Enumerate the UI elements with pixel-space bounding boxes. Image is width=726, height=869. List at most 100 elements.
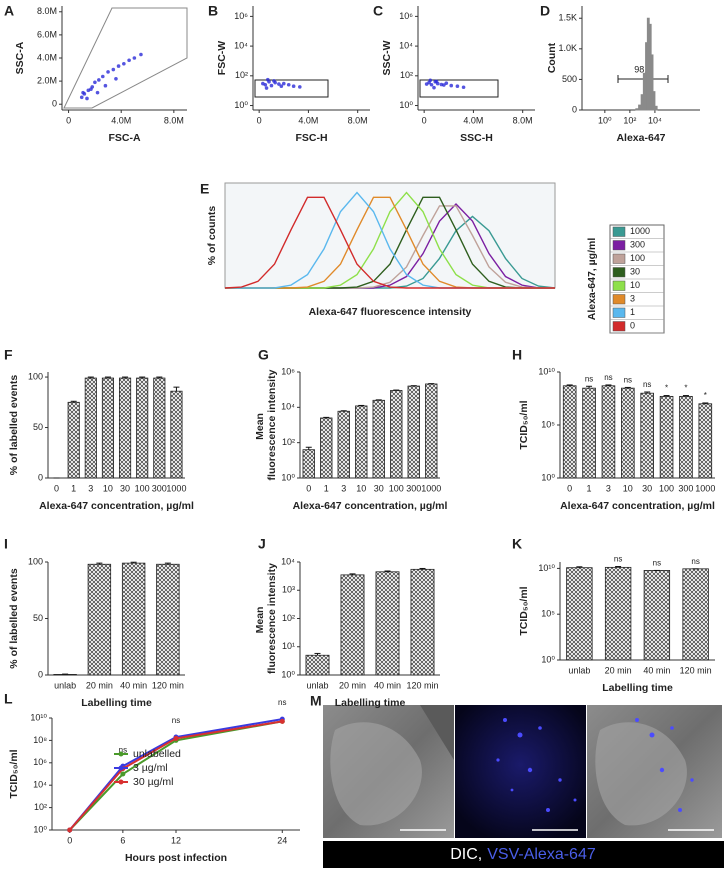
x-tick-label: 30 [642, 483, 652, 493]
bar [320, 417, 333, 479]
x-axis-label: Hours post infection [125, 852, 227, 864]
point [434, 79, 439, 84]
x-tick-label: unlab [54, 680, 76, 690]
x-tick-label: 10² [623, 115, 636, 125]
significance: ns [278, 698, 286, 707]
panel-letter: K [512, 536, 522, 552]
fluorescence-image [455, 705, 586, 838]
bar [601, 385, 616, 479]
x-tick-label: 0 [257, 115, 262, 125]
x-tick-label: 10 [356, 483, 366, 493]
significance: * [684, 384, 687, 393]
x-tick-label: 0 [66, 115, 71, 125]
point [81, 90, 85, 95]
gate [63, 7, 188, 109]
panel-letter: A [4, 3, 14, 19]
x-tick-label: 120 min [680, 665, 712, 675]
significance: * [665, 384, 668, 393]
x-axis-label: Labelling time [602, 682, 673, 694]
histogram-bar [654, 105, 658, 111]
y-tick-label: 0 [38, 669, 43, 679]
point [122, 61, 126, 66]
bar [425, 383, 438, 479]
point [428, 78, 433, 83]
marker [173, 735, 179, 741]
x-tick-label: 0 [54, 483, 59, 493]
significance: ns [691, 557, 699, 566]
x-tick-label: 100 [389, 483, 404, 493]
y-tick-label: 6.0M [37, 29, 57, 39]
caption-bar [323, 841, 724, 868]
x-tick-label: 8.0M [348, 115, 368, 125]
bar [640, 392, 654, 479]
y-tick-label: 10⁰ [281, 669, 295, 679]
x-tick-label: 8.0M [164, 115, 184, 125]
x-tick-label: 12 [171, 835, 181, 845]
cell-shape [420, 705, 454, 760]
legend-swatch [612, 226, 626, 237]
bar [621, 387, 635, 479]
point [263, 82, 268, 87]
x-tick-label: 10 [623, 483, 633, 493]
significance: ns [653, 559, 661, 568]
bar [562, 385, 577, 479]
x-tick-label: 100 [659, 483, 674, 493]
bar [337, 410, 350, 479]
x-tick-label: 4.0M [298, 115, 318, 125]
y-tick-label: 0 [572, 104, 577, 114]
y-axis-label: Count [546, 42, 558, 73]
gate [419, 79, 499, 98]
y-tick-label: 10⁶ [399, 11, 413, 21]
gate [254, 79, 329, 98]
y-tick-label: 10⁵ [541, 419, 555, 429]
significance: ns [624, 376, 632, 385]
x-tick-label: 30 [374, 483, 384, 493]
panel-letter: B [208, 3, 218, 19]
y-tick-label: 10⁶ [281, 366, 295, 376]
y-tick-label: 10⁸ [33, 735, 47, 745]
y-tick-label: 10² [235, 70, 248, 80]
legend-label: 0 [630, 321, 635, 331]
x-tick-label: 1 [587, 483, 592, 493]
x-axis-label: FSC-H [295, 132, 327, 144]
y-tick-label: 10⁴ [281, 402, 295, 412]
y-tick-label: 10⁶ [234, 11, 248, 21]
y-tick-label: 10³ [282, 585, 295, 595]
x-tick-label: 40 min [120, 680, 147, 690]
y-axis-label: Mean fluorescence intensity [254, 369, 278, 480]
point [298, 85, 302, 89]
x-tick-label: 0 [567, 483, 572, 493]
bar [302, 449, 315, 479]
panel-letter: I [4, 536, 8, 552]
x-tick-label: 3 [341, 483, 346, 493]
y-tick-label: 10² [34, 802, 47, 812]
bar [604, 566, 632, 661]
bar [566, 567, 593, 661]
cell-shape [595, 722, 687, 826]
point [269, 83, 274, 88]
y-tick-label: 10⁰ [33, 824, 47, 834]
panel-letter: G [258, 347, 269, 363]
y-tick-label: 0 [52, 99, 57, 109]
bar [84, 377, 97, 479]
point [79, 95, 84, 100]
point [281, 81, 286, 86]
y-tick-label: 100 [28, 371, 43, 381]
point [277, 82, 281, 86]
x-tick-label: 10 [103, 483, 113, 493]
point [116, 64, 121, 68]
y-tick-label: 8.0M [37, 6, 57, 16]
point [95, 90, 100, 95]
x-tick-label: 1000 [421, 483, 441, 493]
x-axis-label: Alexa-647 concentration, µg/ml [560, 500, 715, 512]
y-axis-label: % of labelled events [8, 375, 20, 476]
y-tick-label: 10⁴ [399, 40, 413, 50]
x-tick-label: 1000 [166, 483, 186, 493]
panel-letter: F [4, 347, 13, 363]
y-tick-label: 10¹⁰ [538, 366, 555, 376]
bar [582, 387, 596, 479]
x-tick-label: 3 [88, 483, 93, 493]
y-tick-label: 1.0K [558, 43, 577, 53]
legend-title: Alexa-647, µg/ml [586, 238, 598, 321]
x-tick-label: 20 min [605, 665, 632, 675]
